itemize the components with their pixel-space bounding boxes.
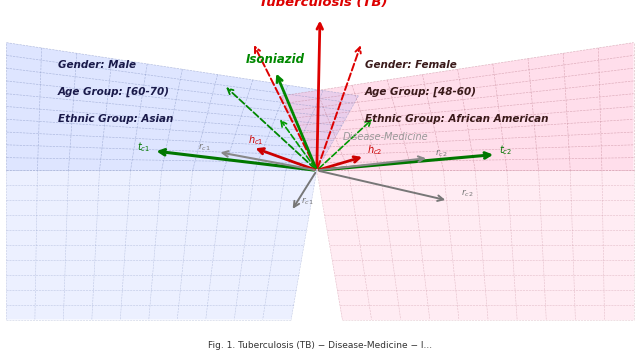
Polygon shape xyxy=(6,170,317,320)
Text: Fig. 1. Tuberculosis (TB) − Disease-Medicine − I...: Fig. 1. Tuberculosis (TB) − Disease-Medi… xyxy=(208,341,432,350)
Polygon shape xyxy=(6,43,358,170)
Text: Gender: Female: Gender: Female xyxy=(365,60,456,70)
Text: Ethnic Group: Asian: Ethnic Group: Asian xyxy=(58,114,173,124)
Polygon shape xyxy=(282,43,634,170)
Text: $h_{c1}$: $h_{c1}$ xyxy=(248,133,264,147)
Text: Age Group: [60-70): Age Group: [60-70) xyxy=(58,87,170,97)
Text: $r_{c1}$: $r_{c1}$ xyxy=(301,196,314,207)
Text: $t_{c2}$: $t_{c2}$ xyxy=(499,143,512,157)
Polygon shape xyxy=(317,170,634,320)
Text: Ethnic Group: African American: Ethnic Group: African American xyxy=(365,114,548,124)
Text: Gender: Male: Gender: Male xyxy=(58,60,136,70)
Text: $r_{c2}$: $r_{c2}$ xyxy=(435,147,448,159)
Text: $h_{c2}$: $h_{c2}$ xyxy=(367,143,382,157)
Text: Isoniazid: Isoniazid xyxy=(246,53,305,66)
Text: Disease-Medicine: Disease-Medicine xyxy=(342,132,428,142)
Text: $r_{c1}$: $r_{c1}$ xyxy=(198,142,211,153)
Text: Age Group: [48-60): Age Group: [48-60) xyxy=(365,87,477,97)
Text: $t_{c1}$: $t_{c1}$ xyxy=(138,140,150,153)
Text: $r_{c2}$: $r_{c2}$ xyxy=(461,188,474,199)
Text: Tuberculosis (TB): Tuberculosis (TB) xyxy=(259,0,387,9)
